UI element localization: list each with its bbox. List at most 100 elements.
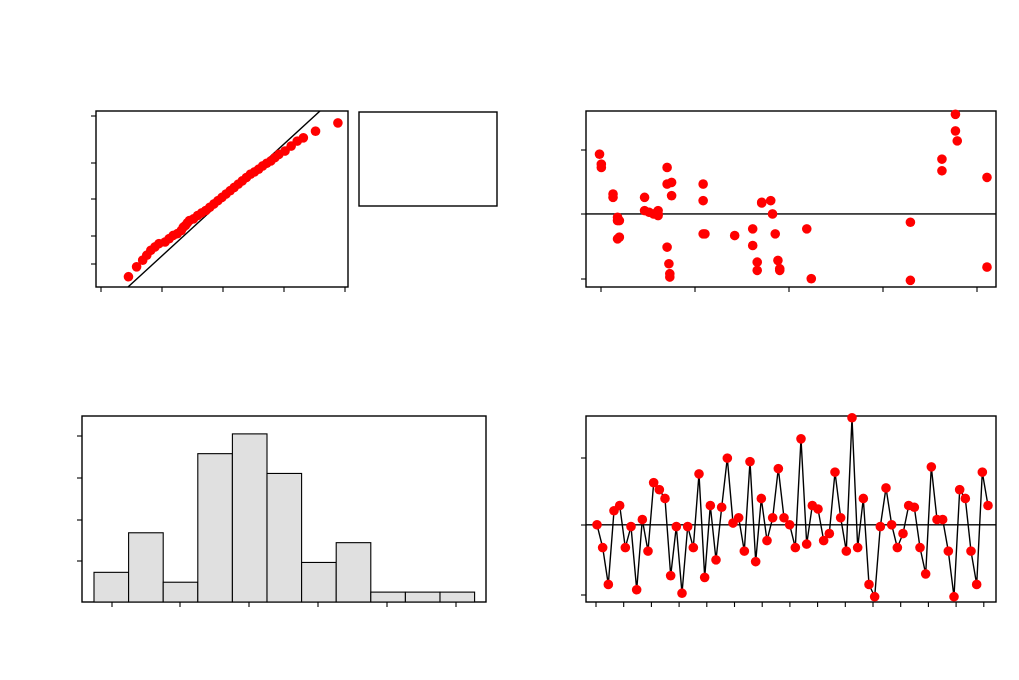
normal-probability-point: [131, 262, 142, 272]
residuals-versus-fits-point: [905, 275, 916, 286]
legend-box: [358, 111, 498, 207]
residuals-versus-order-point: [665, 570, 676, 581]
residuals-versus-fits-point: [612, 234, 623, 244]
residuals-versus-fits-panel: [581, 109, 997, 292]
residuals-versus-fits-point: [905, 217, 916, 228]
residuals-versus-order-point: [739, 546, 750, 556]
residuals-versus-order-point: [603, 579, 614, 590]
residuals-versus-fits-ticks: [581, 149, 978, 292]
normal-probability-point: [333, 118, 343, 128]
residuals-versus-order-point: [971, 579, 982, 590]
residuals-versus-order-point: [920, 569, 931, 579]
residuals-versus-fits-point: [666, 190, 677, 201]
residuals-versus-order-point: [937, 514, 948, 525]
residuals-versus-fits-point: [950, 109, 961, 120]
residuals-versus-order-point: [954, 484, 965, 495]
normal-probability-point: [123, 271, 134, 282]
residuals-versus-order-point: [784, 519, 795, 530]
residuals-versus-fits-point: [950, 126, 961, 136]
histogram-bar: [404, 591, 441, 603]
residuals-versus-order-point: [745, 456, 755, 467]
residuals-versus-order-point: [705, 500, 716, 511]
residuals-versus-fits-point: [700, 229, 710, 239]
residuals-versus-order-point: [818, 535, 829, 546]
residuals-versus-order-point: [773, 463, 784, 474]
histogram-bar: [301, 561, 337, 603]
residuals-versus-order-point: [682, 521, 693, 532]
residuals-versus-order-point: [858, 493, 869, 504]
residuals-versus-order-point: [796, 434, 806, 444]
residuals-versus-order-point: [643, 546, 653, 556]
residuals-versus-fits-point: [729, 230, 740, 241]
residuals-versus-fits-point: [806, 273, 817, 284]
residuals-versus-order-point: [830, 467, 840, 477]
residuals-versus-order-point: [852, 542, 863, 553]
residuals-versus-order-frame: [585, 415, 997, 603]
residuals-versus-fits-point: [639, 192, 650, 203]
residuals-versus-fits-point: [756, 197, 767, 208]
residuals-versus-fits-point: [801, 224, 812, 234]
residuals-versus-order-point: [699, 572, 710, 583]
residuals-versus-order-point: [677, 588, 687, 599]
residuals-versus-order-ticks: [581, 457, 985, 607]
normal-probability-panel: [91, 110, 349, 292]
residuals-versus-order-point: [790, 542, 801, 553]
histogram-panel: [77, 415, 487, 607]
residuals-versus-order-point: [694, 469, 704, 479]
residuals-versus-fits-point: [662, 242, 672, 252]
residuals-versus-fits-frame: [585, 110, 997, 288]
residuals-versus-order-point: [733, 512, 744, 523]
residuals-versus-order-point: [909, 502, 920, 513]
residuals-versus-fits-point: [982, 172, 992, 183]
residuals-versus-order-point: [801, 539, 812, 549]
histogram-ticks: [77, 435, 457, 607]
residuals-versus-order-point: [943, 546, 954, 556]
residuals-versus-fits-point: [770, 229, 781, 239]
residuals-versus-fits-point: [937, 165, 947, 176]
residuals-versus-order-point: [711, 555, 721, 565]
normal-probability-point: [310, 126, 321, 136]
residuals-versus-order-point: [614, 500, 625, 511]
histogram-bar: [335, 542, 372, 603]
residuals-versus-fits-points: [594, 109, 992, 286]
residuals-versus-fits-point: [698, 195, 708, 206]
histogram-bar: [439, 591, 476, 603]
histogram-bar: [162, 581, 199, 603]
histogram-bar: [231, 433, 268, 603]
residuals-versus-order-point: [762, 535, 772, 546]
residuals-versus-order-point: [756, 493, 767, 504]
residuals-versus-order-point: [750, 556, 761, 567]
residuals-versus-fits-point: [952, 136, 963, 146]
residuals-versus-order-point: [864, 579, 874, 590]
residuals-versus-fits-point: [665, 272, 675, 282]
histogram-bar: [197, 453, 233, 603]
histogram-bar: [266, 472, 303, 603]
residuals-versus-fits-point: [664, 258, 674, 269]
residuals-versus-fits-point: [774, 265, 785, 276]
residuals-versus-fits-point: [596, 162, 607, 173]
histogram-bar: [93, 571, 130, 603]
residuals-versus-order-point: [881, 483, 891, 493]
residuals-versus-order-point: [886, 519, 897, 530]
residuals-versus-order-point: [835, 512, 846, 523]
residuals-versus-order-point: [847, 412, 857, 423]
residuals-versus-order-point: [660, 493, 670, 504]
residuals-versus-order-point: [960, 493, 971, 504]
residuals-versus-order-point: [892, 542, 903, 553]
histogram-bar: [128, 532, 164, 603]
residuals-versus-fits-point: [752, 265, 763, 276]
residuals-versus-fits-point: [594, 149, 605, 159]
residuals-versus-order-point: [926, 462, 937, 472]
residuals-versus-fits-point: [767, 209, 778, 219]
residuals-versus-order-point: [654, 484, 665, 495]
residuals-versus-order-point: [597, 542, 608, 553]
residuals-versus-order-point: [648, 477, 659, 488]
residuals-versus-order-point: [824, 528, 835, 539]
residuals-versus-order-point: [813, 504, 823, 514]
residuals-versus-order-point: [626, 521, 636, 532]
residuals-versus-order-point: [722, 453, 733, 463]
residuals-versus-fits-point: [765, 195, 776, 206]
residuals-versus-fits-point: [773, 255, 783, 266]
residuals-versus-order-point: [875, 521, 886, 532]
